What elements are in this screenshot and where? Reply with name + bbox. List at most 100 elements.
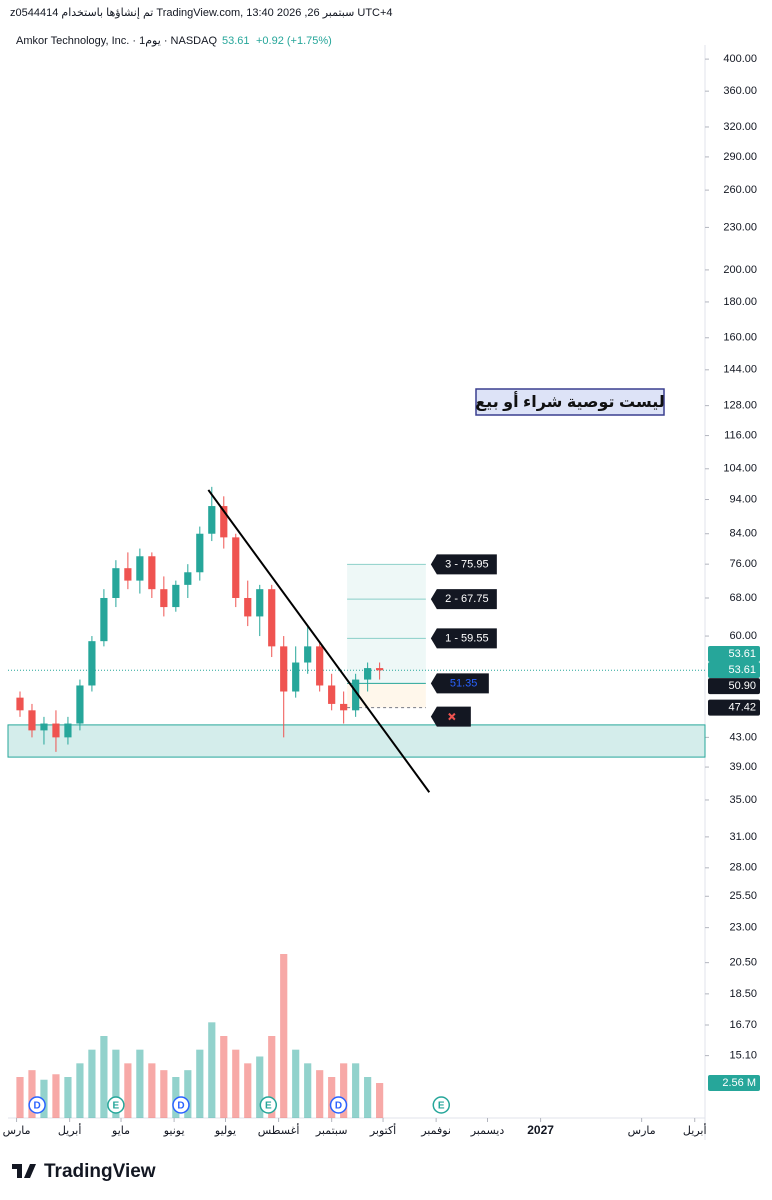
event-marker — [432, 1096, 451, 1114]
price-label: 47.42 — [728, 702, 756, 714]
candle-body — [328, 685, 336, 704]
candle-body — [172, 584, 180, 608]
candle-body — [136, 556, 144, 581]
candle-body — [280, 646, 288, 692]
logo: TradingView — [12, 1161, 156, 1182]
volume-bar — [76, 1063, 84, 1118]
event-marker — [107, 1096, 125, 1114]
target-label: 3 - 75.95 — [445, 558, 488, 570]
volume-bar — [184, 1070, 192, 1118]
volume-bar — [208, 1022, 216, 1118]
target-label: 1 - 59.55 — [445, 632, 488, 644]
y-tick-label: 16.70 — [729, 1019, 757, 1031]
x-tick-label: مارس — [3, 1125, 31, 1137]
x-tick-label: أبريل — [58, 1123, 82, 1137]
y-tick-label: 15.10 — [729, 1050, 757, 1062]
stop-icon — [448, 712, 456, 721]
volume-bar — [340, 1063, 348, 1118]
x-tick-label: أكتوبر — [369, 1123, 396, 1137]
volume-bar — [124, 1063, 132, 1118]
candle-body — [340, 703, 348, 711]
volume-bar — [16, 1077, 24, 1118]
y-tick-label: 200.00 — [723, 264, 757, 276]
event-marker — [259, 1096, 278, 1114]
y-tick-label: 76.00 — [729, 558, 757, 570]
x-tick-label: ديسمبر — [470, 1125, 505, 1137]
volume-bar — [136, 1049, 144, 1118]
price-label-box — [708, 662, 760, 678]
volume-bar — [40, 1079, 48, 1118]
y-tick-label: 60.00 — [729, 630, 757, 642]
volume-bar — [112, 1049, 120, 1118]
volume-bar — [244, 1063, 252, 1118]
price-label: 53.61 — [728, 648, 756, 660]
event-label: D — [335, 1101, 342, 1112]
x-tick-label: سبتمبر — [315, 1125, 348, 1137]
candle-body — [220, 506, 228, 538]
x-tick-label: أبريل — [683, 1123, 707, 1137]
volume-bar — [64, 1077, 72, 1118]
y-tick-label: 160.00 — [723, 332, 757, 344]
volume-bar — [268, 1036, 276, 1118]
volume-bar — [100, 1036, 108, 1118]
volume-bar — [280, 954, 288, 1118]
y-tick-label: 31.00 — [729, 831, 757, 843]
candle-body — [316, 646, 324, 686]
y-tick-label: 20.50 — [729, 957, 757, 969]
y-tick-label: 68.00 — [729, 592, 757, 604]
candle-body — [124, 568, 132, 581]
target-badge — [430, 628, 497, 649]
y-tick-label: 35.00 — [729, 794, 757, 806]
y-tick-label: 230.00 — [723, 221, 757, 233]
y-tick-label: 128.00 — [723, 400, 757, 412]
target-badge — [430, 554, 497, 575]
candle-body — [184, 572, 192, 585]
volume-bar — [256, 1056, 264, 1118]
volume-label: 2.56 M — [722, 1077, 756, 1089]
y-tick-label: 23.00 — [729, 922, 757, 934]
candle-body — [304, 646, 312, 663]
candle-body — [376, 668, 384, 671]
y-tick-label: 144.00 — [723, 364, 757, 376]
event-label: D — [177, 1101, 184, 1112]
candle-body — [244, 597, 252, 617]
candle-body — [112, 568, 120, 598]
candle-body — [28, 710, 36, 731]
x-tick-label: أغسطس — [258, 1123, 300, 1137]
volume-bar — [52, 1074, 60, 1118]
y-tick-label: 320.00 — [723, 121, 757, 133]
logo-icon — [12, 1164, 36, 1178]
event-label: D — [33, 1101, 40, 1112]
target-label: 2 - 67.75 — [445, 593, 488, 605]
candle-body — [16, 697, 24, 711]
y-tick-label: 94.00 — [729, 493, 757, 505]
header: z0544414 تم إنشاؤها باستخدام TradingView… — [10, 7, 393, 19]
candle-body — [100, 597, 108, 642]
volume-bar — [196, 1049, 204, 1118]
y-tick-label: 260.00 — [723, 184, 757, 196]
candle-body — [364, 668, 372, 680]
y-tick-label: 180.00 — [723, 296, 757, 308]
volume-bar — [376, 1083, 384, 1118]
candle-body — [256, 589, 264, 617]
volume-bar — [364, 1077, 372, 1118]
trendline — [207, 489, 431, 793]
x-tick-label: يوليو — [214, 1125, 236, 1137]
price-label: 53.61 — [728, 664, 756, 676]
y-tick-label: 28.00 — [729, 862, 757, 874]
price-label: 50.90 — [728, 680, 756, 692]
x-tick-label: يونيو — [163, 1125, 185, 1137]
candle-body — [352, 679, 360, 711]
candle-body — [292, 662, 300, 692]
profit-zone — [347, 564, 426, 684]
annotation: ليست توصية شراء أو بيع — [475, 391, 665, 411]
y-tick-label: 18.50 — [729, 988, 757, 1000]
y-tick-label: 43.00 — [729, 731, 757, 743]
loss-zone — [347, 683, 426, 708]
candle-body — [196, 533, 204, 573]
annotation-box — [475, 388, 665, 416]
candle-body — [160, 589, 168, 608]
candle-body — [208, 506, 216, 534]
